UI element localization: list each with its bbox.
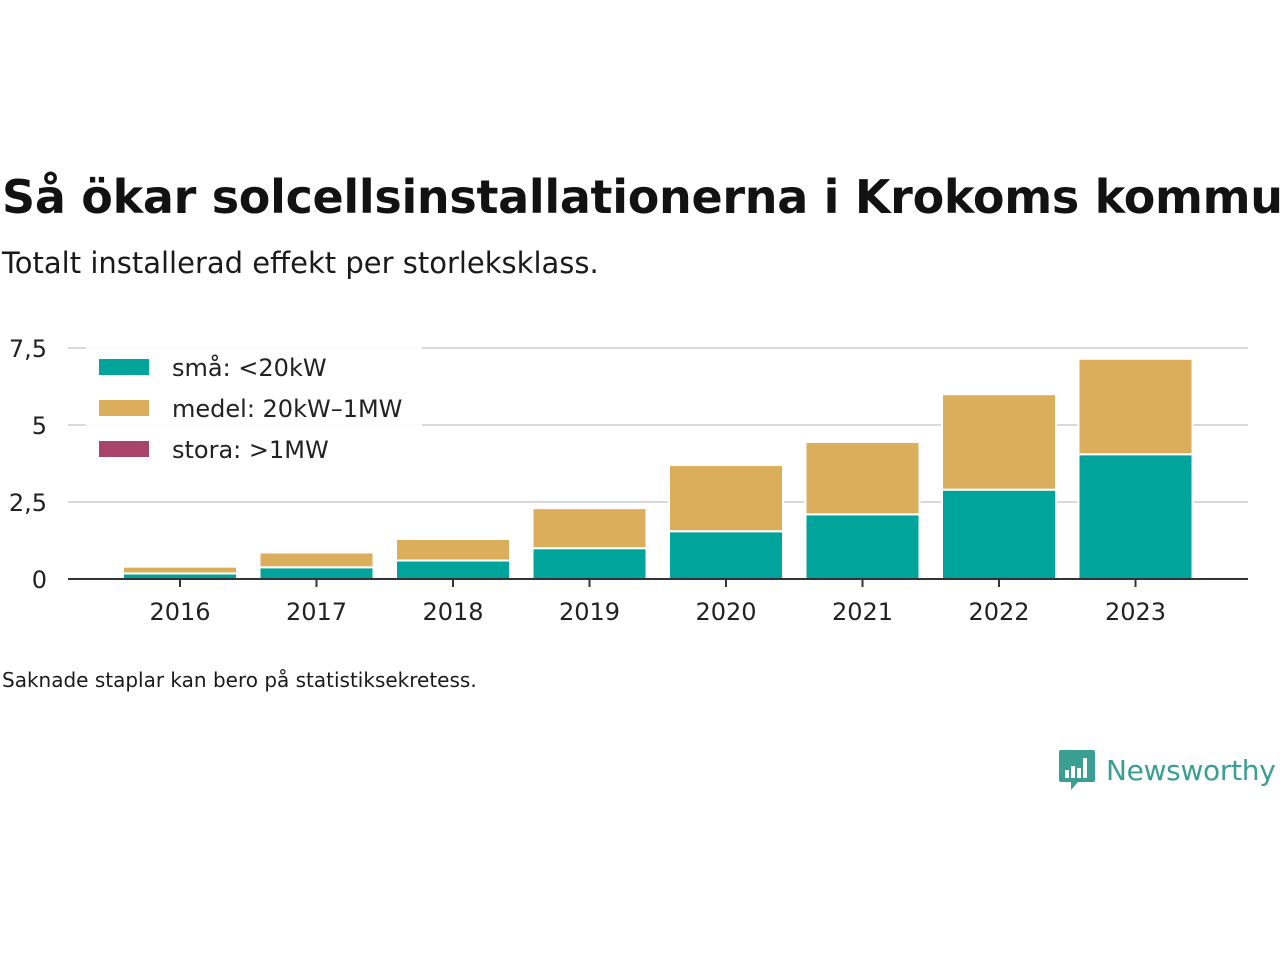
x-tick-label: 2020 [695,598,756,626]
x-tick-label: 2021 [832,598,893,626]
bar-segment [668,464,784,533]
y-tick-label: 0 [32,566,47,594]
x-tick-label: 2018 [422,598,483,626]
x-tick-label: 2022 [968,598,1029,626]
bar-segment [668,530,784,581]
chart-subtitle: Totalt installerad effekt per storlekskl… [2,246,599,280]
legend-swatch [99,359,149,375]
y-tick-label: 7,5 [9,335,47,363]
chart-title: Så ökar solcellsinstallationerna i Kroko… [2,170,1280,224]
bar-segment [1077,357,1194,456]
axes: 0 2,5 5 7,5 2016 2017 2018 2019 2020 2021 2022 2023 [9,335,1248,626]
legend-swatch [99,441,149,457]
bar-segment [258,566,375,581]
bar-segment [122,565,238,575]
x-tick-label: 2016 [149,598,210,626]
stacked-bar-chart: 0 2,5 5 7,5 2016 2017 2018 2019 2020 2021 2022 2023… [9,335,1248,626]
bar-segment [804,440,921,516]
y-tick-label: 5 [32,412,47,440]
bar-segment [941,488,1057,580]
bars [122,357,1194,581]
bar-chart-speech-bubble-icon [1059,750,1095,790]
brand-name: Newsworthy [1106,753,1276,787]
legend-label: stora: >1MW [172,436,329,464]
y-tick-label: 2,5 [9,489,47,517]
legend-swatch [99,400,149,416]
bar-segment [395,537,511,562]
bar-segment [258,551,375,569]
bar-segment [1077,453,1194,581]
legend: små: <20kW medel: 20kW–1MW stora: >1MW [86,344,422,470]
x-tick-label: 2017 [286,598,347,626]
legend-label: medel: 20kW–1MW [172,395,402,423]
legend-label: små: <20kW [172,353,327,382]
x-tick-label: 2023 [1105,598,1166,626]
newsworthy-logo: Newsworthy [1058,748,1276,792]
footnote: Saknade staplar kan bero på statistiksek… [2,668,477,692]
x-tick-label: 2019 [559,598,620,626]
bar-segment [941,393,1057,491]
bar-segment [804,513,921,581]
bar-segment [395,559,511,581]
bar-segment [531,547,648,581]
bar-segment [531,507,648,550]
